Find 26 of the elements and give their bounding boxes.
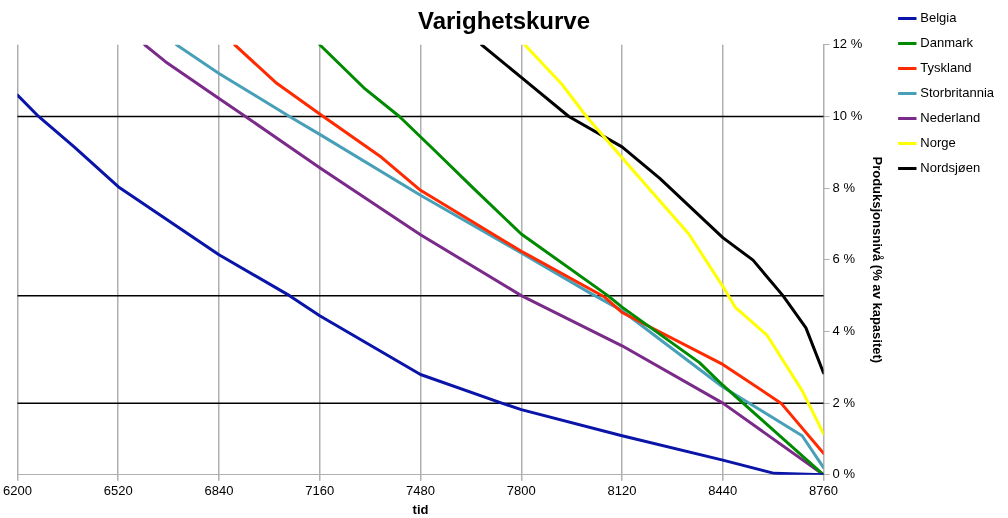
y-axis-title: Produksjonsnivå (% av kapasitet) <box>870 156 886 364</box>
y-tick-label: 2 % <box>832 394 856 410</box>
legend-label: Norge <box>920 135 956 151</box>
legend-label: Danmark <box>920 35 974 51</box>
x-tick-label: 8760 <box>809 483 839 499</box>
x-tick-label: 7800 <box>506 483 536 499</box>
legend-label: Belgia <box>920 10 958 26</box>
y-tick-label: 12 % <box>832 36 863 52</box>
legend-label: Nordsjøen <box>920 160 981 176</box>
legend-label: Nederland <box>920 110 981 126</box>
x-tick-label: 8120 <box>607 483 637 499</box>
y-tick-label: 10 % <box>832 108 863 124</box>
legend-label: Storbritannia <box>920 85 995 101</box>
chart-title: Varighetskurve <box>417 7 591 35</box>
legend-label: Tyskland <box>920 60 972 76</box>
x-tick-label: 6200 <box>3 483 32 499</box>
y-tick-label: 8 % <box>832 179 856 195</box>
x-axis-title: tid <box>412 501 429 517</box>
x-tick-label: 8440 <box>708 483 738 499</box>
x-tick-label: 7480 <box>406 483 435 499</box>
x-tick-label: 6520 <box>103 483 133 499</box>
y-tick-label: 4 % <box>832 323 856 339</box>
x-tick-label: 6840 <box>204 483 234 499</box>
x-tick-label: 7160 <box>305 483 335 499</box>
y-tick-label: 6 % <box>832 251 856 267</box>
y-tick-label: 0 % <box>832 466 856 482</box>
